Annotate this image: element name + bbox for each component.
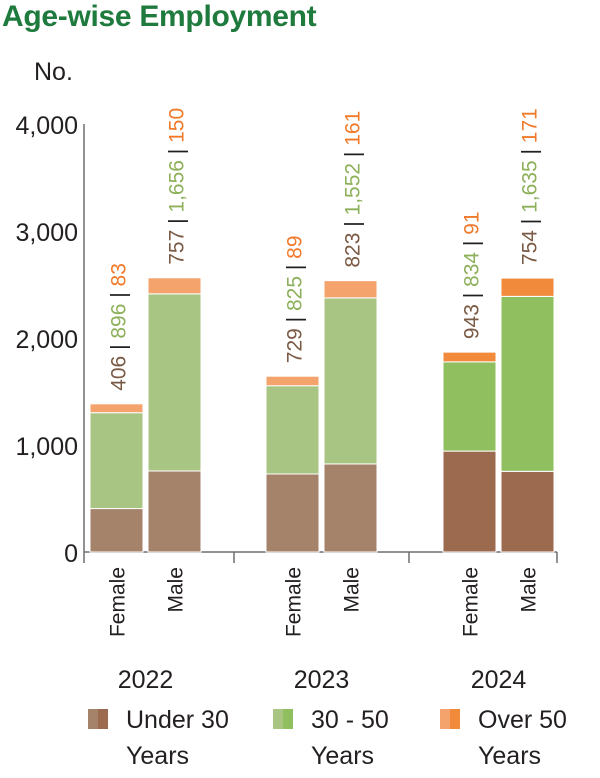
bar-segment-30-50	[265, 385, 320, 475]
bar-segment-30-50	[500, 295, 555, 472]
data-label-separator: |	[461, 287, 484, 304]
legend-swatch-30-50-light	[273, 709, 283, 729]
legend-swatch-under-30-light	[88, 709, 98, 729]
data-label-30-50: 1,635	[519, 160, 542, 213]
bar-data-label: 406 | 896 | 83	[108, 263, 131, 391]
y-tick-label: 1,000	[15, 433, 78, 461]
data-label-30-50: 896	[108, 304, 131, 339]
legend-swatch-over-50-dark	[450, 709, 460, 729]
legend-swatch-under-30-dark	[98, 709, 108, 729]
data-label-under-30: 943	[461, 304, 484, 339]
data-label-separator: |	[108, 286, 131, 303]
bar-segment-under-30	[442, 450, 497, 553]
bar-data-label: 943 | 834 | 91	[461, 211, 484, 339]
bar-data-label: 757 | 1,656 | 150	[166, 108, 189, 265]
legend-swatch-under-30	[88, 709, 108, 729]
legend-swatch-over-50	[440, 709, 460, 729]
data-label-separator: |	[284, 311, 307, 328]
data-label-30-50: 1,656	[166, 160, 189, 213]
chart-title: Age-wise Employment	[2, 0, 317, 33]
bar-segment-over-50	[442, 351, 497, 363]
legend: Under 30 Years 30 - 50 Years Over 50 Yea…	[0, 700, 600, 778]
bar-data-label: 754 | 1,635 | 171	[519, 108, 542, 265]
y-tick-label: 2,000	[15, 326, 78, 354]
legend-label-over-50: Over 50 Years	[478, 706, 567, 770]
data-label-over-50: 161	[342, 111, 365, 146]
x-category-label: Female	[107, 567, 130, 637]
bar-segment-under-30	[500, 470, 555, 553]
x-category-label: Female	[460, 567, 483, 637]
chart-svg: No. 0 1,000 2,000 3,000 4,000 406 | 896 | 83 Fe…	[15, 58, 558, 694]
data-label-over-50: 83	[108, 263, 131, 286]
data-label-separator: |	[166, 143, 189, 160]
data-label-separator: |	[519, 213, 542, 230]
data-label-30-50: 834	[461, 252, 484, 287]
bar-segment-30-50	[89, 412, 144, 510]
y-tick-label: 0	[64, 540, 78, 568]
bar-segment-over-50	[500, 277, 555, 297]
data-label-over-50: 89	[284, 235, 307, 258]
x-category-label: Male	[165, 567, 188, 613]
legend-label-under-30: Under 30 Years	[126, 706, 229, 770]
x-group-label: 2023	[294, 666, 350, 694]
data-label-under-30: 823	[342, 233, 365, 268]
legend-swatch-30-50	[273, 709, 293, 729]
data-label-separator: |	[342, 215, 365, 232]
data-label-separator: |	[166, 213, 189, 230]
data-label-over-50: 150	[166, 108, 189, 143]
y-tick-label: 3,000	[15, 219, 78, 247]
data-label-separator: |	[461, 235, 484, 252]
legend-label-30-50: 30 - 50 Years	[311, 706, 389, 770]
bar-segment-under-30	[265, 473, 320, 553]
data-label-separator: |	[342, 146, 365, 163]
x-category-label: Male	[518, 567, 541, 613]
data-label-over-50: 171	[519, 108, 542, 143]
y-axis-label: No.	[34, 58, 73, 86]
bar-data-label: 729 | 825 | 89	[284, 235, 307, 363]
x-category-label: Male	[341, 567, 364, 613]
data-label-under-30: 406	[108, 356, 131, 391]
data-label-separator: |	[519, 143, 542, 160]
bar-segment-under-30	[323, 463, 378, 553]
data-label-separator: |	[284, 259, 307, 276]
data-label-30-50: 1,552	[342, 163, 365, 216]
bar-segment-over-50	[89, 403, 144, 414]
legend-swatch-30-50-dark	[283, 709, 293, 729]
x-group-label: 2024	[471, 666, 527, 694]
y-tick-label: 4,000	[15, 112, 78, 140]
data-label-under-30: 729	[284, 328, 307, 363]
data-label-under-30: 757	[166, 230, 189, 265]
bar-segment-over-50	[323, 280, 378, 299]
bar-segment-30-50	[323, 297, 378, 465]
legend-swatch-over-50-light	[440, 709, 450, 729]
data-label-30-50: 825	[284, 276, 307, 311]
bar-segment-30-50	[147, 293, 202, 472]
bar-segment-under-30	[147, 470, 202, 553]
x-category-label: Female	[283, 567, 306, 637]
bar-segment-over-50	[147, 277, 202, 295]
bar-segment-over-50	[265, 375, 320, 387]
bar-segment-under-30	[89, 508, 144, 553]
data-label-over-50: 91	[461, 211, 484, 234]
bar-segment-30-50	[442, 361, 497, 452]
bar-data-label: 823 | 1,552 | 161	[342, 111, 365, 268]
data-label-separator: |	[108, 339, 131, 356]
x-group-label: 2022	[118, 666, 174, 694]
data-label-under-30: 754	[519, 230, 542, 265]
